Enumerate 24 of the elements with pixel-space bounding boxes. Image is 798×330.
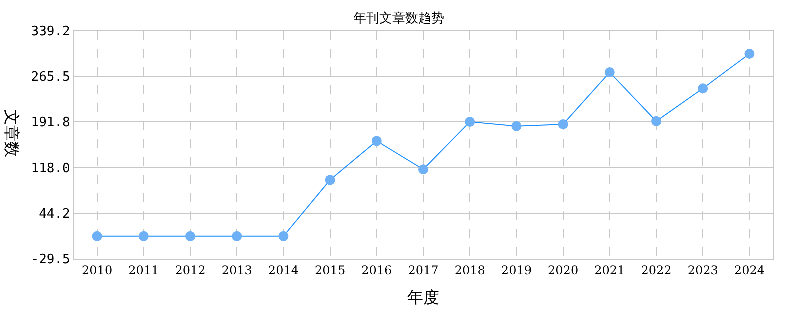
y-tick-label: 191.8 <box>31 116 70 131</box>
x-tick-label: 2014 <box>268 263 300 278</box>
y-tick-label: -29.5 <box>31 252 70 268</box>
x-tick-label: 2019 <box>501 263 532 278</box>
y-axis-title: 文章数 <box>2 109 22 158</box>
x-tick-label: 2020 <box>548 263 579 278</box>
x-axis-title: 年度 <box>408 288 440 308</box>
x-tick-label: 2015 <box>315 263 346 278</box>
x-tick-label: 2012 <box>175 263 206 278</box>
x-tick-label: 2013 <box>222 263 252 278</box>
x-tick-label: 2010 <box>82 263 113 278</box>
x-tick-label: 2023 <box>688 263 718 278</box>
x-tick-label: 2021 <box>594 263 626 278</box>
y-tick-label: 265.5 <box>31 70 70 86</box>
x-tick-label: 2024 <box>734 263 766 278</box>
chart-title: 年刊文章数趋势 <box>354 11 444 26</box>
x-tick-label: 2011 <box>128 263 160 278</box>
x-tick-label: 2017 <box>408 263 439 278</box>
y-tick-label: 118.0 <box>31 161 70 176</box>
x-tick-label: 2016 <box>362 263 392 278</box>
x-tick-label: 2022 <box>641 263 672 278</box>
y-tick-label: 44.2 <box>39 206 70 222</box>
x-tick-label: 2018 <box>454 263 486 278</box>
y-tick-label: 339.2 <box>31 24 70 40</box>
